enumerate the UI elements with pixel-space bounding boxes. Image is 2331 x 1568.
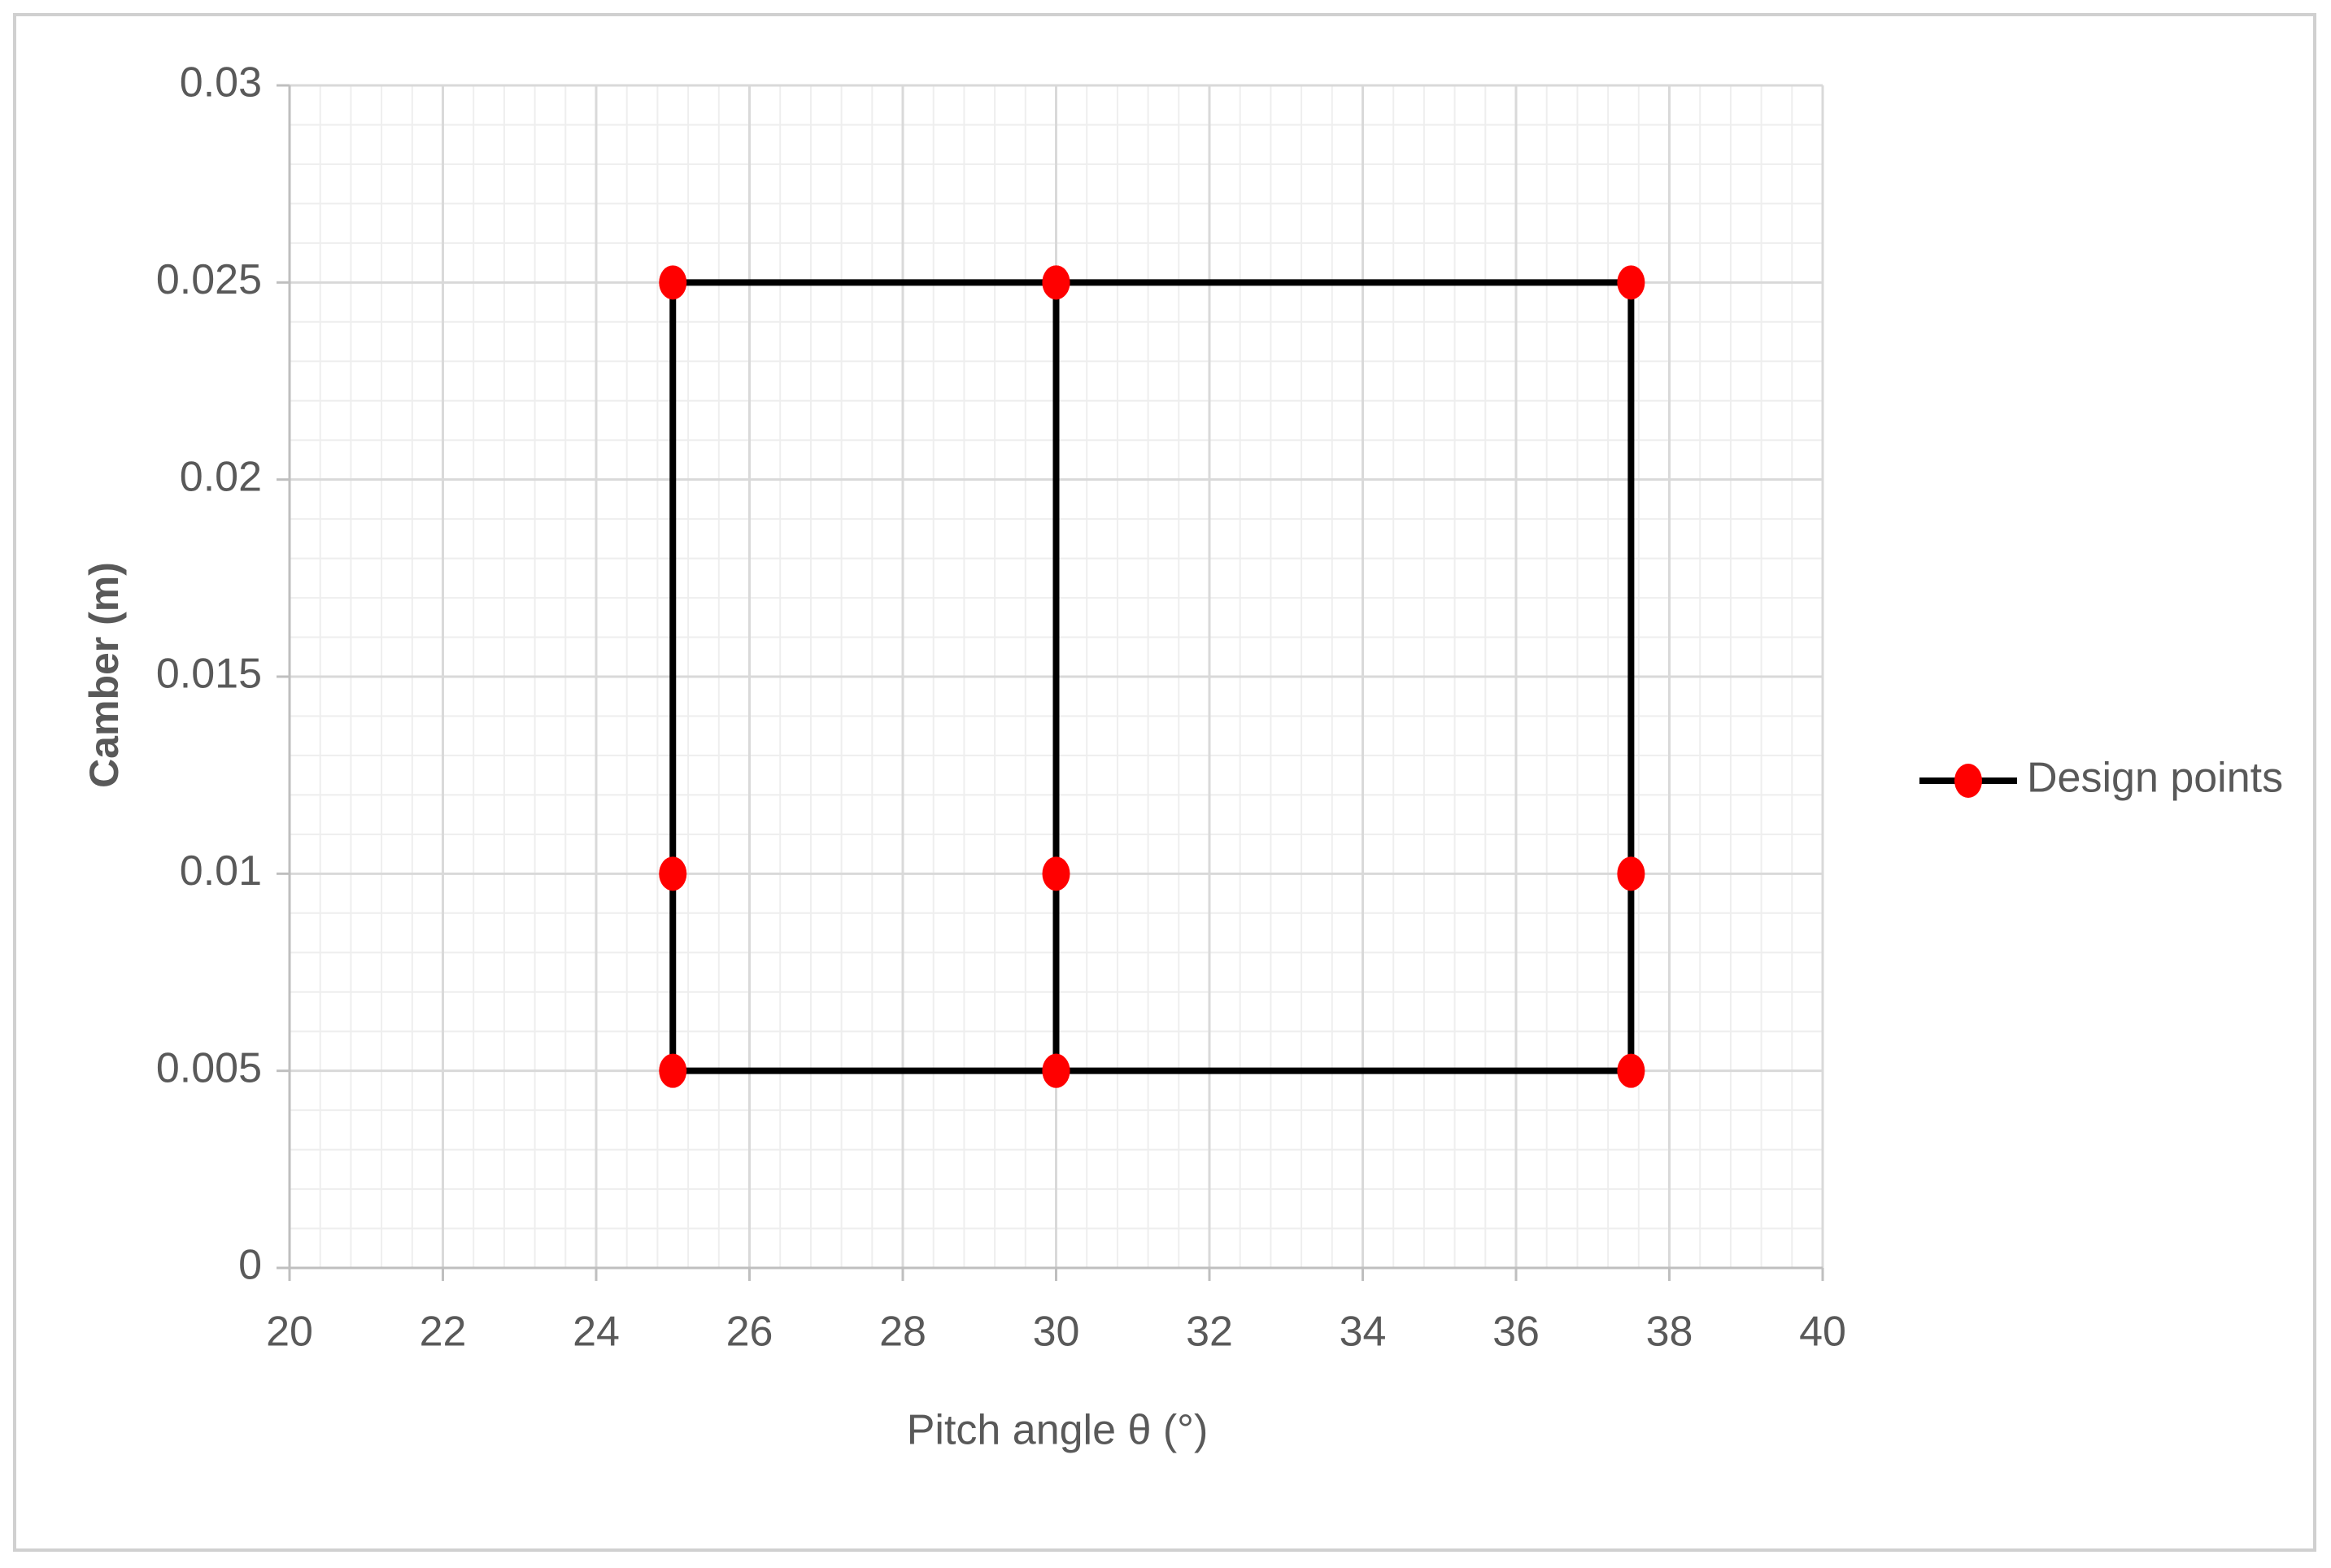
legend-marker	[1954, 764, 1982, 798]
y-tick-label: 0.005	[156, 1044, 262, 1091]
y-tick-label: 0.015	[156, 651, 262, 698]
y-axis-label: Camber (m)	[81, 562, 127, 788]
x-tick-label: 28	[879, 1309, 926, 1356]
data-point	[659, 265, 687, 300]
x-tick-label: 40	[1799, 1309, 1846, 1356]
y-tick-label: 0.025	[156, 256, 262, 303]
legend-label: Design points	[2027, 755, 2283, 802]
x-tick-label: 32	[1186, 1309, 1233, 1356]
data-point	[1617, 1053, 1645, 1088]
x-tick-label: 36	[1492, 1309, 1540, 1356]
data-point	[1042, 265, 1070, 300]
x-tick-label: 34	[1340, 1309, 1387, 1356]
y-tick-label: 0.02	[180, 453, 262, 500]
x-tick-label: 24	[573, 1309, 620, 1356]
x-tick-label: 38	[1646, 1309, 1693, 1356]
x-tick-label: 20	[266, 1309, 313, 1356]
y-tick-label: 0.03	[180, 59, 262, 107]
data-point	[1617, 856, 1645, 891]
x-tick-label: 30	[1033, 1309, 1080, 1356]
y-tick-label: 0.01	[180, 847, 262, 895]
y-tick-label: 0	[238, 1242, 262, 1289]
data-point	[1042, 1053, 1070, 1088]
x-tick-label: 22	[420, 1309, 467, 1356]
data-point	[659, 856, 687, 891]
data-point	[1042, 856, 1070, 891]
x-tick-label: 26	[726, 1309, 773, 1356]
data-point	[659, 1053, 687, 1088]
x-axis-label: Pitch angle θ (°)	[907, 1407, 1209, 1454]
data-point	[1617, 265, 1645, 300]
